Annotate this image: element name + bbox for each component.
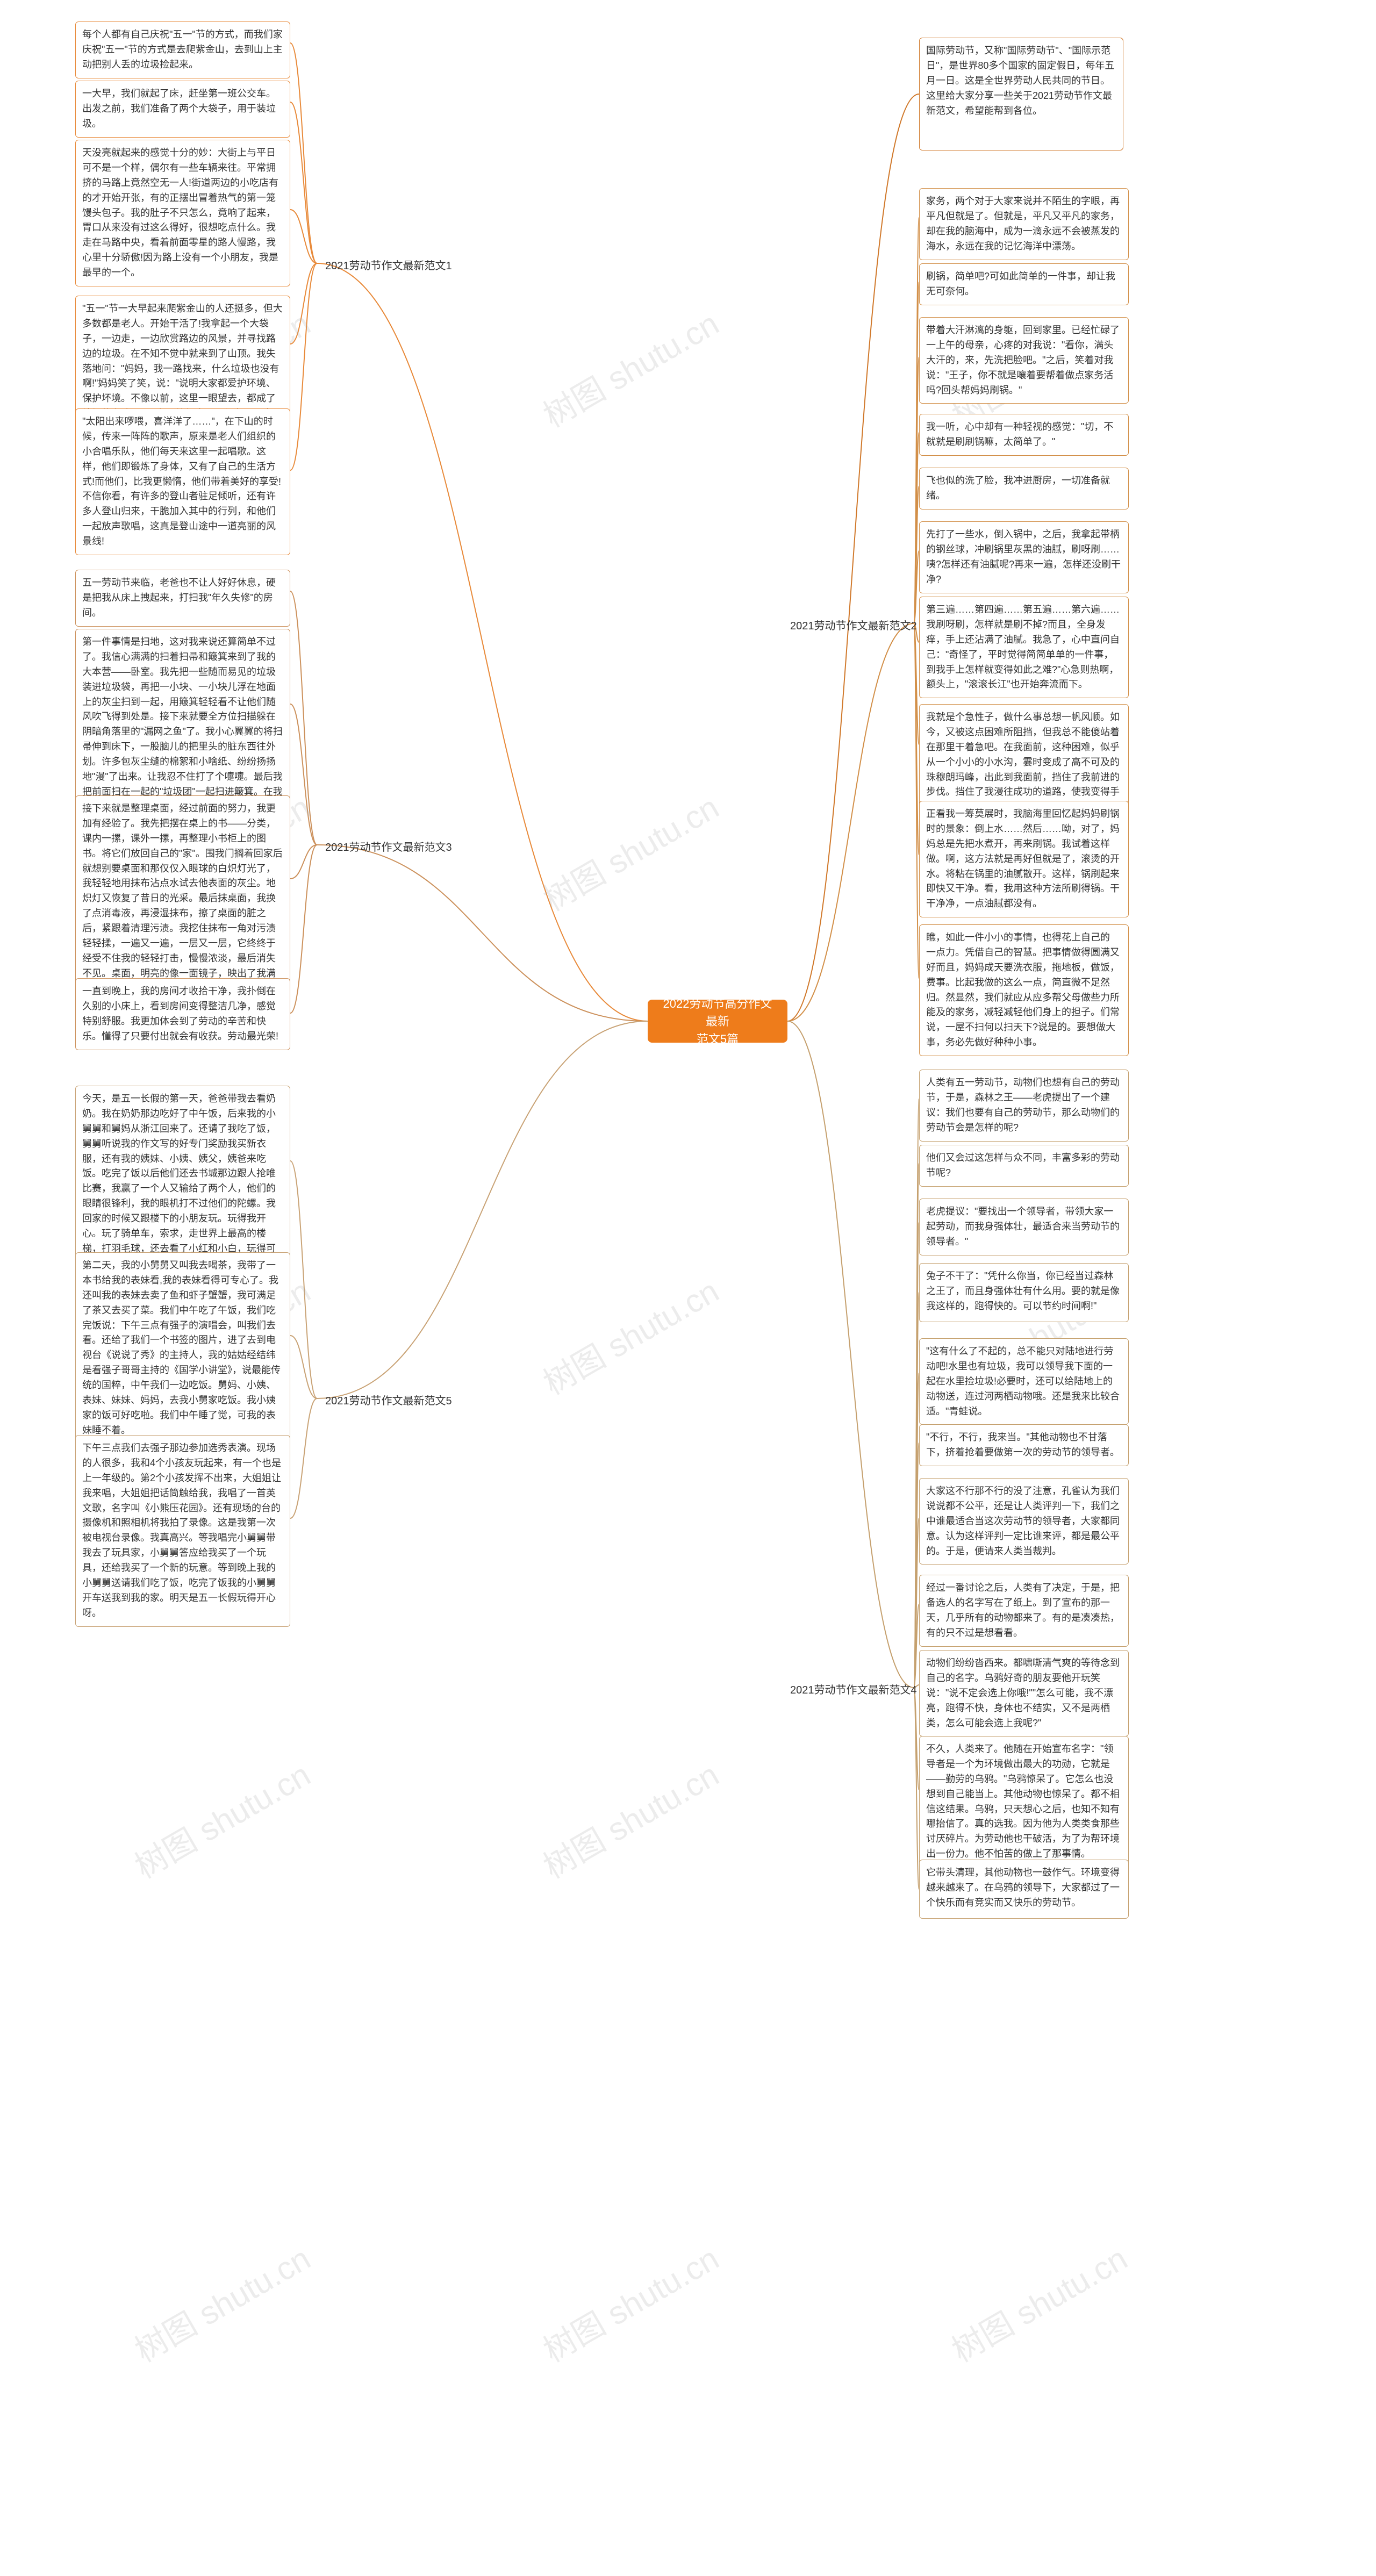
branch-label: 2021劳动节作文最新范文2 <box>790 617 917 633</box>
branch-label: 2021劳动节作文最新范文3 <box>325 838 452 854</box>
leaf-node: 五一劳动节来临，老爸也不让人好好休息，硬是把我从床上拽起来，打扫我"年久失修"的… <box>75 570 290 627</box>
watermark: 树图 shutu.cn <box>534 298 726 436</box>
leaf-node: 第二天，我的小舅舅又叫我去喝茶，我带了一本书给我的表妹看,我的表妹看得可专心了。… <box>75 1252 290 1444</box>
leaf-node: 一大早，我们就起了床，赶坐第一班公交车。出发之前，我们准备了两个大袋子，用于装垃… <box>75 81 290 138</box>
leaf-node: 不久，人类来了。他随在开始宣布名字："领导者是一个为环境做出最大的功勋，它就是—… <box>919 1736 1129 1868</box>
watermark: 树图 shutu.cn <box>534 1749 726 1888</box>
root-node: 2022劳动节高分作文最新 范文5篇 <box>648 1000 787 1043</box>
leaf-node: 瞧，如此一件小小的事情，也得花上自己的 一点力。凭借自己的智慧。把事情做得圆满又… <box>919 924 1129 1056</box>
leaf-node: 人类有五一劳动节，动物们也想有自己的劳动节，于是，森林之王——老虎提出了一个建议… <box>919 1070 1129 1142</box>
leaf-node: "这有什么了不起的，总不能只对陆地进行劳动吧!水里也有垃圾，我可以领导我下面的一… <box>919 1338 1129 1425</box>
leaf-node: "不行，不行，我来当。"其他动物也不甘落下，挤着抢着要做第一次的劳动节的领导者。 <box>919 1424 1129 1466</box>
leaf-node: 动物们纷纷沓西来。都啸嘶清气爽的等待念到自己的名字。乌鸦好奇的朋友要他开玩笑说：… <box>919 1650 1129 1737</box>
leaf-node: 带着大汗淋漓的身躯，回到家里。已经忙碌了一上午的母亲，心疼的对我说："看你，满头… <box>919 317 1129 404</box>
leaf-node: 他们又会过这怎样与众不同，丰富多彩的劳动节呢? <box>919 1145 1129 1187</box>
leaf-node: 大家这不行那不行的没了注意，孔雀认为我们说说都不公平，还是让人类评判一下，我们之… <box>919 1478 1129 1565</box>
leaf-node: 它带头清理，其他动物也一鼓作气。环境变得越来越来了。在乌鸦的领导下，大家都过了一… <box>919 1860 1129 1919</box>
leaf-node: 飞也似的洗了脸，我冲进厨房，一切准备就绪。 <box>919 468 1129 510</box>
watermark: 树图 shutu.cn <box>125 1749 318 1888</box>
leaf-node: 第三遍……第四遍……第五遍……第六遍……我刷呀刷，怎样就是刷不掉?而且，全身发痒… <box>919 597 1129 698</box>
leaf-node: 经过一番讨论之后，人类有了决定，于是，把备选人的名字写在了纸上。到了宣布的那一天… <box>919 1575 1129 1647</box>
watermark: 树图 shutu.cn <box>534 782 726 920</box>
leaf-node: 每个人都有自己庆祝"五一"节的方式，而我们家庆祝"五一"节的方式是去爬紫金山，去… <box>75 21 290 78</box>
leaf-node: 天没亮就起来的感觉十分的妙：大街上与平日可不是一个样，偶尔有一些车辆来往。平常拥… <box>75 140 290 286</box>
leaf-node: "太阳出来啰喂，喜洋洋了……"，在下山的时候，传来一阵阵的歌声，原来是老人们组织… <box>75 408 290 555</box>
intro-node: 国际劳动节，又称"国际劳动节"、"国际示范日"，是世界80多个国家的固定假日，每… <box>919 38 1123 150</box>
leaf-node: 接下来就是整理桌面，经过前面的努力，我更加有经验了。我先把摆在桌上的书——分类，… <box>75 795 290 1002</box>
leaf-node: 家务，两个对于大家来说并不陌生的字眼，再平凡但就是了。但就是，平凡又平凡的家务，… <box>919 188 1129 260</box>
mindmap-canvas: 树图 shutu.cn 树图 shutu.cn 树图 shutu.cn 树图 shut… <box>0 0 1376 2576</box>
leaf-node: 一直到晚上，我的房间才收拾干净，我扑倒在久别的小床上，看到房间变得整洁几净，感觉… <box>75 978 290 1050</box>
leaf-node: 老虎提议："要找出一个领导者，带领大家一起劳动，而我身强体壮，最适合来当劳动节的… <box>919 1199 1129 1255</box>
leaf-node: 正看我一筹莫展时，我脑海里回忆起妈妈刷锅时的景象：倒上水……然后……呦，对了，妈… <box>919 801 1129 917</box>
leaf-node: 先打了一些水，倒入锅中，之后，我拿起带柄的钢丝球，冲刷锅里灰黑的油腻，刷呀刷……… <box>919 521 1129 593</box>
branch-label: 2021劳动节作文最新范文4 <box>790 1681 917 1697</box>
leaf-node: 刷锅，简单吧?可如此简单的一件事，却让我无可奈何。 <box>919 263 1129 305</box>
watermark: 树图 shutu.cn <box>534 2233 726 2371</box>
watermark: 树图 shutu.cn <box>942 2233 1135 2371</box>
leaf-node: 兔子不干了："凭什么你当，你已经当过森林之王了，而且身强体壮有什么用。要的就是像… <box>919 1263 1129 1322</box>
watermark: 树图 shutu.cn <box>534 1266 726 1404</box>
leaf-node: 下午三点我们去强子那边参加选秀表演。现场的人很多，我和4个小孩友玩起来，有一个也… <box>75 1435 290 1627</box>
leaf-node: 我一听，心中却有一种轻视的感觉："切，不就就是刷刷锅嘛，太简单了。" <box>919 414 1129 456</box>
branch-label: 2021劳动节作文最新范文5 <box>325 1392 452 1408</box>
watermark: 树图 shutu.cn <box>125 2233 318 2371</box>
leaf-node: 第一件事情是扫地，这对我来说还算简单不过了。我信心满满的扫着扫帚和簸箕来到了我的… <box>75 629 290 821</box>
branch-label: 2021劳动节作文最新范文1 <box>325 257 452 272</box>
